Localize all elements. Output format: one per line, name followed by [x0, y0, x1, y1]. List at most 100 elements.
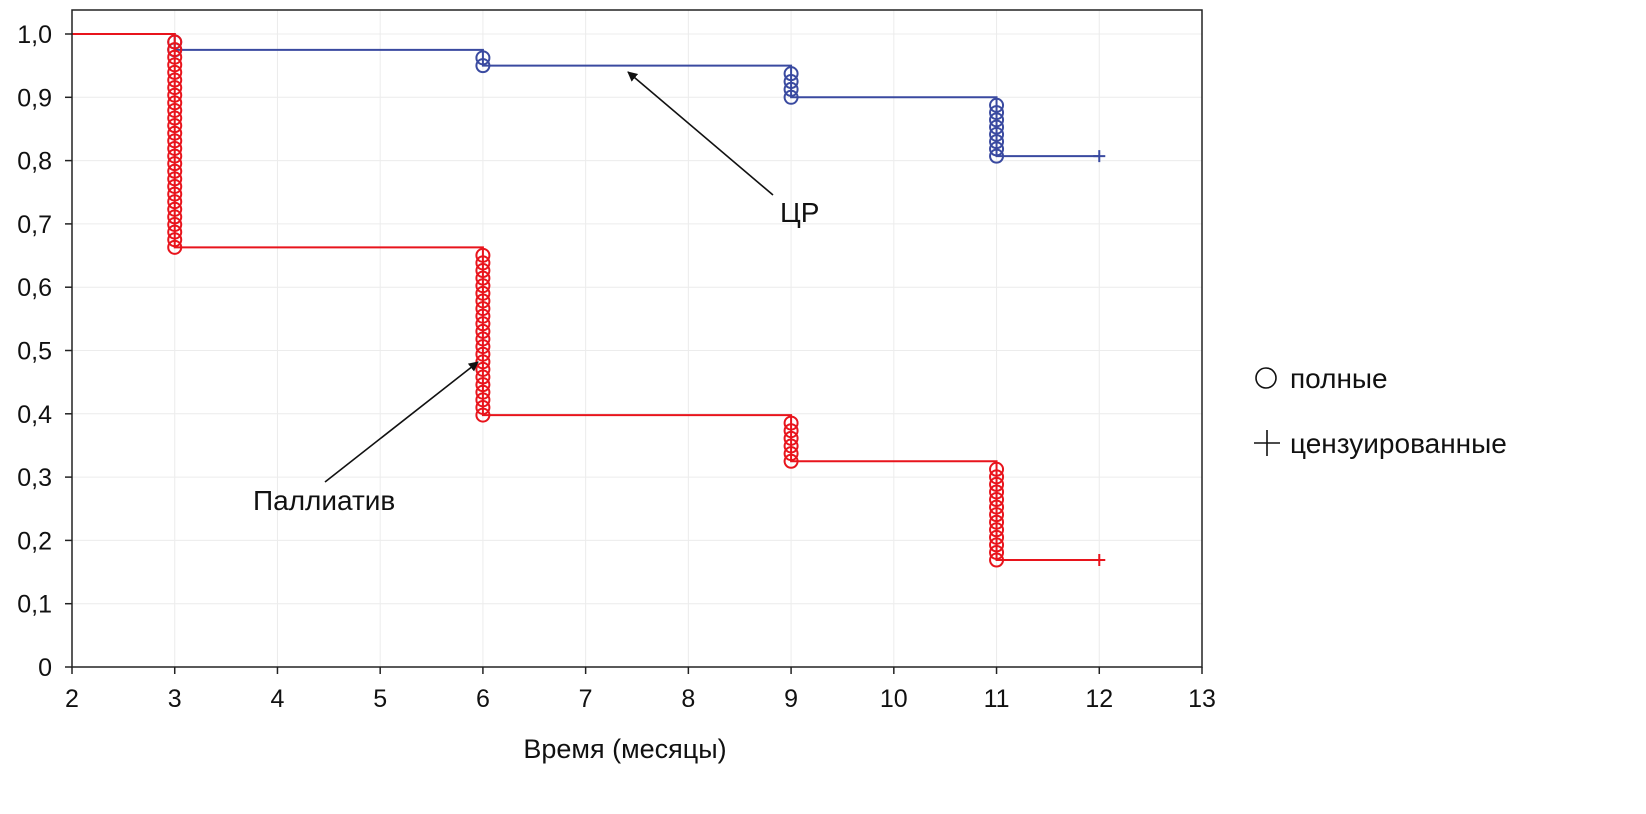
event-marker	[167, 102, 183, 118]
y-tick-label: 0,3	[17, 464, 52, 492]
series-layer	[72, 33, 1106, 568]
legend-label-complete: полные	[1290, 363, 1388, 394]
x-tick-label: 12	[1085, 685, 1113, 713]
event-marker	[167, 118, 183, 134]
event-marker	[989, 499, 1005, 515]
event-marker	[475, 323, 491, 339]
censored-marker	[1093, 554, 1106, 567]
legend-circle-icon	[1255, 367, 1277, 389]
annotation-palliative-arrow	[324, 361, 479, 483]
y-tick-label: 0,1	[17, 591, 52, 619]
x-tick-label: 7	[579, 685, 593, 713]
event-marker	[783, 453, 799, 469]
event-marker	[989, 105, 1005, 121]
event-marker	[475, 399, 491, 415]
annotation-palliative-label: Паллиатив	[253, 485, 395, 516]
event-marker	[167, 186, 183, 202]
event-marker	[167, 239, 183, 255]
event-marker	[989, 514, 1005, 530]
event-marker	[167, 34, 183, 50]
event-marker	[783, 423, 799, 439]
event-marker	[783, 415, 799, 431]
event-marker	[475, 50, 491, 66]
event-marker	[989, 461, 1005, 477]
y-tick-label: 0,7	[17, 211, 52, 239]
event-marker	[167, 224, 183, 240]
plot-frame	[71, 9, 1203, 668]
event-marker	[783, 446, 799, 462]
event-marker	[167, 194, 183, 210]
event-marker	[475, 278, 491, 294]
event-marker	[167, 42, 183, 58]
x-tick-label: 13	[1188, 685, 1216, 713]
annotation-cr-arrow	[627, 71, 774, 196]
x-tick-label: 4	[271, 685, 285, 713]
x-tick-label: 5	[373, 685, 387, 713]
event-marker	[989, 552, 1005, 568]
event-marker	[989, 148, 1005, 164]
x-tick-label: 11	[984, 685, 1010, 713]
event-marker	[167, 140, 183, 156]
event-marker	[475, 301, 491, 317]
x-tick-label: 2	[65, 685, 79, 713]
event-marker	[989, 507, 1005, 523]
event-marker	[167, 217, 183, 233]
event-marker	[167, 178, 183, 194]
y-tick-label: 0,6	[17, 274, 52, 302]
event-marker	[475, 308, 491, 324]
event-marker	[989, 476, 1005, 492]
event-marker	[475, 377, 491, 393]
event-marker	[167, 87, 183, 103]
event-marker	[475, 263, 491, 279]
event-marker	[167, 125, 183, 141]
event-marker	[167, 209, 183, 225]
event-marker	[167, 80, 183, 96]
annotation-palliative: Паллиатив	[253, 361, 479, 516]
event-marker	[475, 247, 491, 263]
event-marker	[783, 89, 799, 105]
x-tick-label: 10	[880, 685, 908, 713]
x-axis-label: Время (месяцы)	[523, 734, 726, 764]
event-marker	[989, 484, 1005, 500]
event-marker	[475, 270, 491, 286]
event-marker	[783, 430, 799, 446]
censored-marker	[1093, 150, 1106, 163]
series-palliative	[72, 33, 1106, 568]
x-tick-label: 6	[476, 685, 490, 713]
x-tick-label: 8	[681, 685, 695, 713]
event-marker	[989, 469, 1005, 485]
event-marker	[167, 133, 183, 149]
event-marker	[475, 407, 491, 423]
legend-plus-icon	[1254, 430, 1280, 456]
event-marker	[167, 72, 183, 88]
event-marker	[167, 163, 183, 179]
event-marker	[783, 74, 799, 90]
event-marker	[783, 66, 799, 82]
y-tick-label: 0,4	[17, 401, 52, 429]
event-marker	[475, 255, 491, 271]
event-marker	[475, 346, 491, 362]
event-marker	[167, 57, 183, 73]
legend-label-censored: цензуированные	[1290, 428, 1507, 459]
event-marker	[475, 384, 491, 400]
event-marker	[989, 529, 1005, 545]
event-marker	[167, 64, 183, 80]
y-tick-label: 0,9	[17, 84, 52, 112]
event-marker	[167, 49, 183, 65]
x-tick-label: 9	[784, 685, 798, 713]
event-marker	[475, 293, 491, 309]
y-tick-label: 0	[38, 654, 52, 682]
y-axis-ticks: 0 0,1 0,2 0,3 0,4 0,5 0,6 0,7 0,8 0,9 1,0	[17, 21, 72, 682]
event-marker	[167, 156, 183, 172]
event-marker	[475, 285, 491, 301]
event-marker	[167, 95, 183, 111]
event-marker	[989, 97, 1005, 113]
annotation-cr: ЦР	[627, 71, 819, 228]
event-marker	[989, 537, 1005, 553]
event-marker	[167, 201, 183, 217]
event-marker	[475, 392, 491, 408]
event-marker	[989, 112, 1005, 128]
event-marker	[475, 58, 491, 74]
y-tick-label: 0,5	[17, 338, 52, 366]
event-marker	[475, 316, 491, 332]
